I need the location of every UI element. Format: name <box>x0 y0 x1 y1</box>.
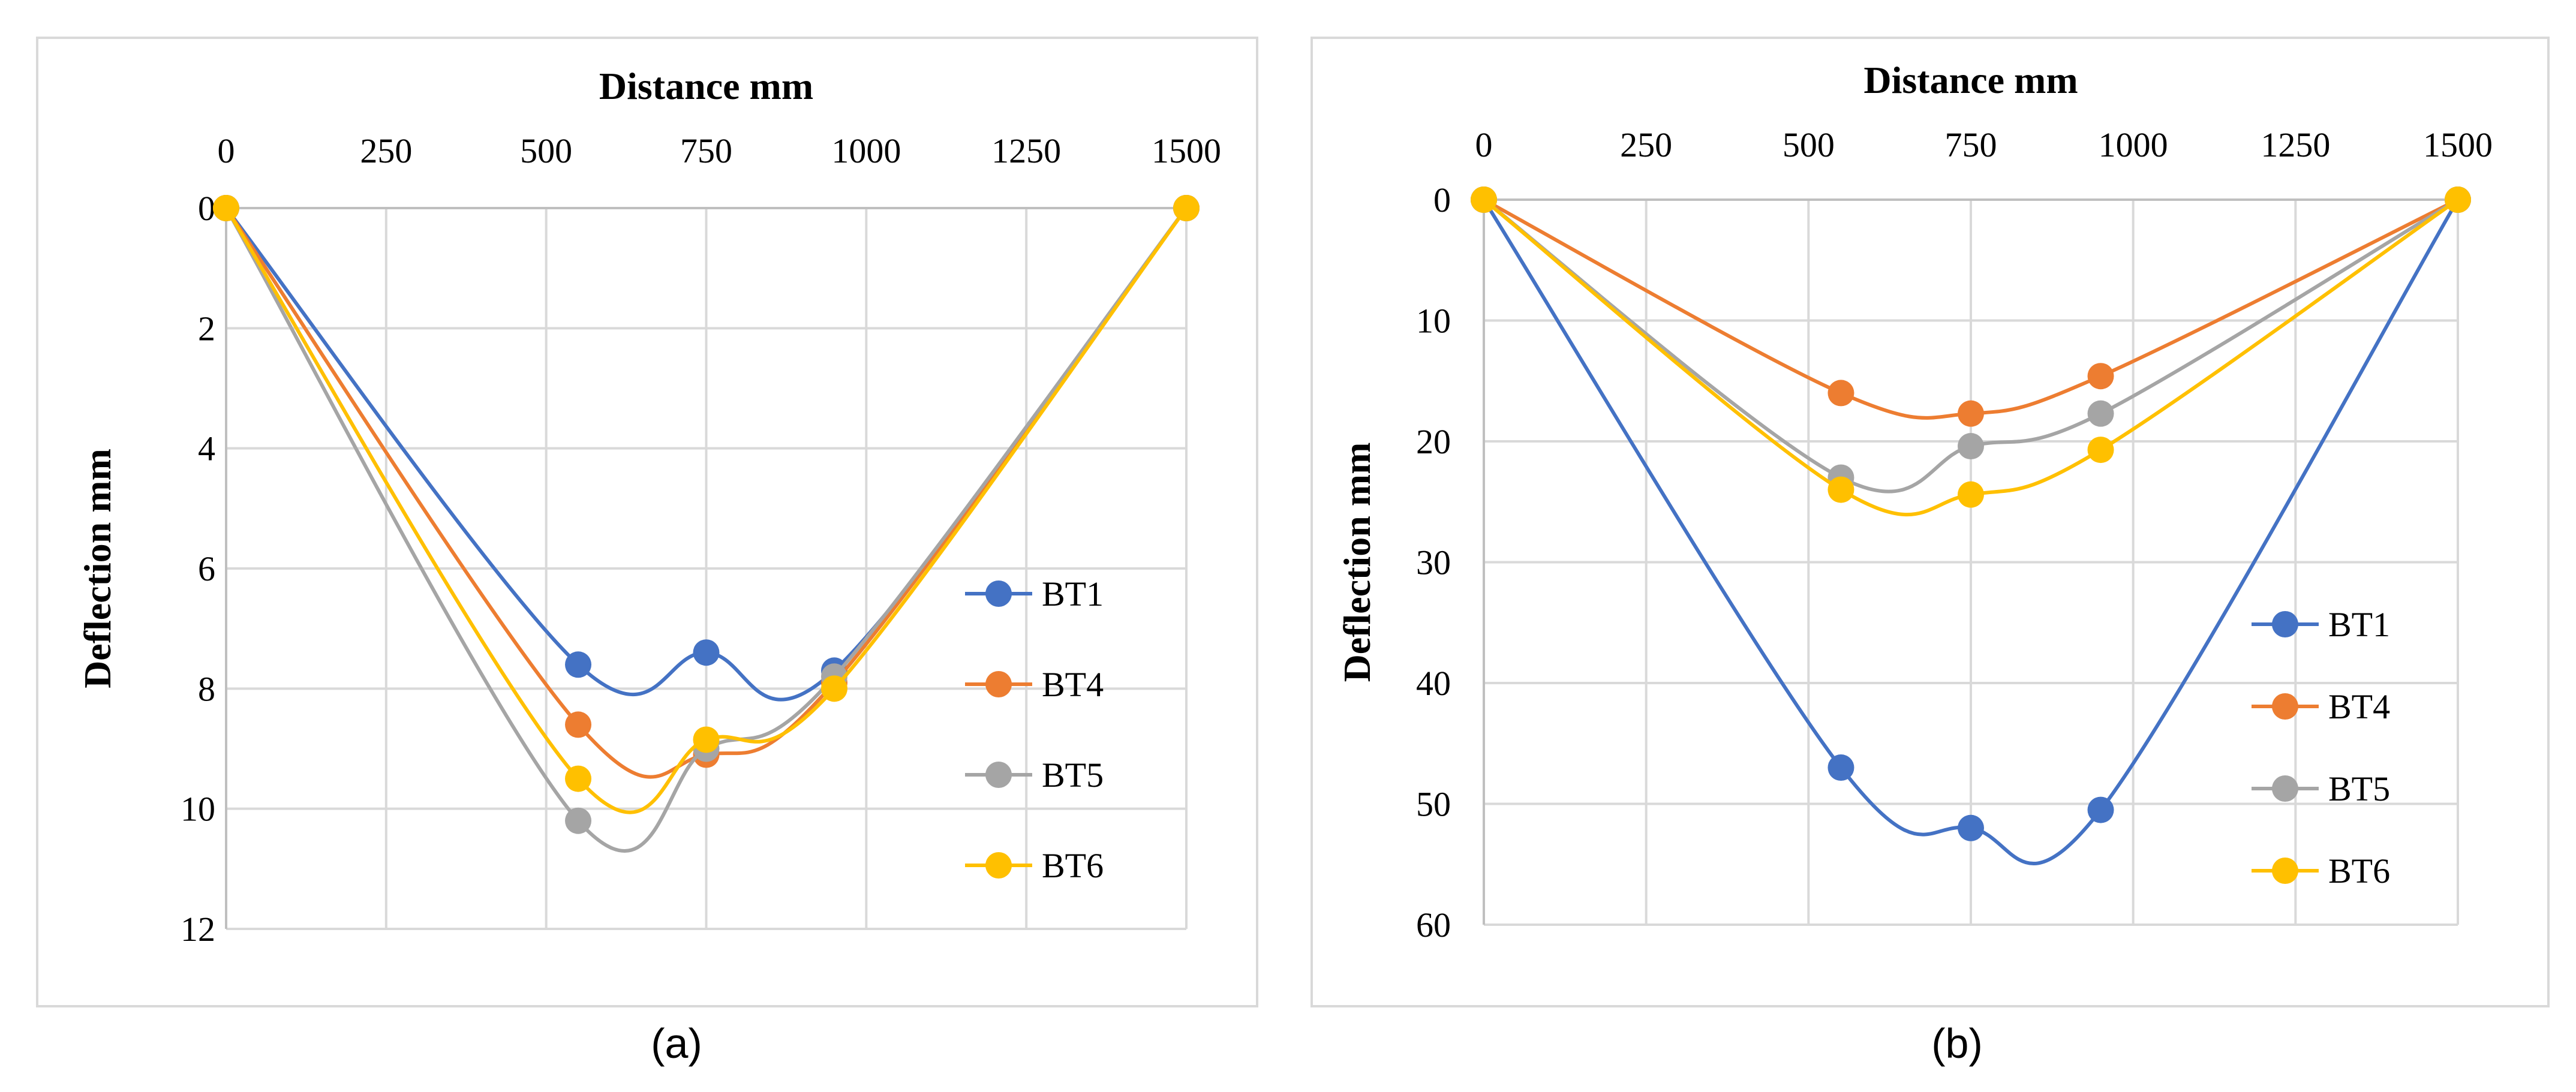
caption-a: (a) <box>651 1020 702 1067</box>
legend-entry-bt4: BT4 <box>965 665 1104 704</box>
data-point-bt6 <box>2445 186 2471 213</box>
x-tick-label: 750 <box>1945 125 1997 164</box>
x-tick-label: 1500 <box>1152 131 1221 170</box>
legend-label: BT4 <box>1042 665 1104 704</box>
data-point-bt6 <box>565 765 592 792</box>
y-tick-label: 20 <box>1416 422 1451 461</box>
data-point-bt5 <box>565 807 592 834</box>
x-axis-title: Distance mm <box>1863 59 2078 101</box>
y-tick-label: 0 <box>198 189 215 228</box>
legend-entry-bt6: BT6 <box>2252 852 2390 891</box>
data-point-bt6 <box>1827 476 1854 503</box>
legend-entry-bt6: BT6 <box>965 846 1104 885</box>
y-tick-label: 40 <box>1416 664 1451 703</box>
x-tick-label: 750 <box>680 131 732 170</box>
data-point-bt6 <box>1471 186 1497 213</box>
data-point-bt1 <box>1827 754 1854 781</box>
caption-b: (b) <box>1931 1020 1983 1067</box>
legend-label: BT6 <box>2328 852 2390 891</box>
data-point-bt6 <box>213 195 239 221</box>
x-tick-label: 500 <box>1783 125 1835 164</box>
y-tick-label: 4 <box>198 429 215 468</box>
data-point-bt1 <box>1958 814 1984 841</box>
legend-label: BT5 <box>2328 769 2390 808</box>
data-point-bt5 <box>2087 400 2114 427</box>
x-tick-label: 0 <box>218 131 235 170</box>
y-tick-label: 50 <box>1416 785 1451 824</box>
series-bt6 <box>213 195 1200 814</box>
data-point-bt4 <box>2087 363 2114 390</box>
y-tick-label: 60 <box>1416 906 1451 944</box>
x-tick-label: 1250 <box>991 131 1061 170</box>
legend-entry-bt1: BT1 <box>965 574 1104 613</box>
data-point-bt1 <box>2087 796 2114 823</box>
legend-entry-bt5: BT5 <box>2252 769 2390 808</box>
data-point-bt4 <box>565 711 592 738</box>
data-point-bt6 <box>820 675 847 702</box>
data-point-bt4 <box>1827 380 1854 407</box>
chart-panel-b: 0 250 500 750 1000 1250 1500 0 10 20 30 40 50 60 Dista… <box>1310 37 2550 1007</box>
legend-marker <box>2272 693 2298 720</box>
x-axis-title: Distance mm <box>599 65 813 107</box>
legend-marker <box>2272 775 2298 802</box>
legend-marker <box>985 671 1012 697</box>
chart-panel-a: 0 250 500 750 1000 1250 1500 0 2 4 6 8 10 12 Distance … <box>36 37 1258 1007</box>
legend-marker <box>985 852 1012 879</box>
legend-marker <box>2272 858 2298 884</box>
x-tick-label: 1000 <box>831 131 901 170</box>
chart-b-svg: 0 250 500 750 1000 1250 1500 0 10 20 30 40 50 60 Dista… <box>1336 59 2493 944</box>
y-axis-title: Deflection mm <box>1336 443 1378 682</box>
y-tick-label: 10 <box>1416 302 1451 341</box>
legend-marker <box>2272 611 2298 637</box>
legend-label: BT1 <box>1042 574 1104 613</box>
legend-marker <box>985 580 1012 607</box>
series-bt6 <box>1471 186 2471 517</box>
data-point-bt5 <box>1958 433 1984 460</box>
legend-marker <box>985 762 1012 788</box>
legend-entry-bt1: BT1 <box>2252 605 2390 644</box>
x-tick-label: 500 <box>520 131 572 170</box>
x-tick-label: 1500 <box>2423 125 2493 164</box>
legend-label: BT4 <box>2328 687 2390 726</box>
data-point-bt6 <box>2087 437 2114 464</box>
y-tick-label: 6 <box>198 549 215 588</box>
x-tick-label: 250 <box>360 131 412 170</box>
data-point-bt4 <box>1958 400 1984 427</box>
series-line-bt5 <box>224 207 1188 853</box>
legend-label: BT5 <box>1042 756 1104 795</box>
gridlines <box>225 207 1188 930</box>
y-tick-label: 12 <box>181 910 215 949</box>
chart-a-svg: 0 250 500 750 1000 1250 1500 0 2 4 6 8 10 12 Distance … <box>76 65 1221 949</box>
data-point-bt6 <box>1173 195 1200 221</box>
y-axis-title: Deflection mm <box>76 449 119 688</box>
data-point-bt6 <box>1958 481 1984 508</box>
y-tick-label: 8 <box>198 669 215 708</box>
legend-label: BT6 <box>1042 846 1104 885</box>
y-tick-label: 30 <box>1416 543 1451 582</box>
x-tick-label: 0 <box>1475 125 1493 164</box>
legend-label: BT1 <box>2328 605 2390 644</box>
data-point-bt6 <box>693 726 720 753</box>
legend-entry-bt4: BT4 <box>2252 687 2390 726</box>
y-tick-label: 2 <box>198 309 215 348</box>
data-point-bt1 <box>565 651 592 678</box>
x-tick-label: 1250 <box>2261 125 2330 164</box>
y-tick-label: 0 <box>1433 181 1451 219</box>
data-point-bt1 <box>693 639 720 666</box>
y-tick-label: 10 <box>181 790 215 829</box>
x-tick-label: 1000 <box>2099 125 2168 164</box>
legend-entry-bt5: BT5 <box>965 756 1104 795</box>
x-tick-label: 250 <box>1620 125 1672 164</box>
